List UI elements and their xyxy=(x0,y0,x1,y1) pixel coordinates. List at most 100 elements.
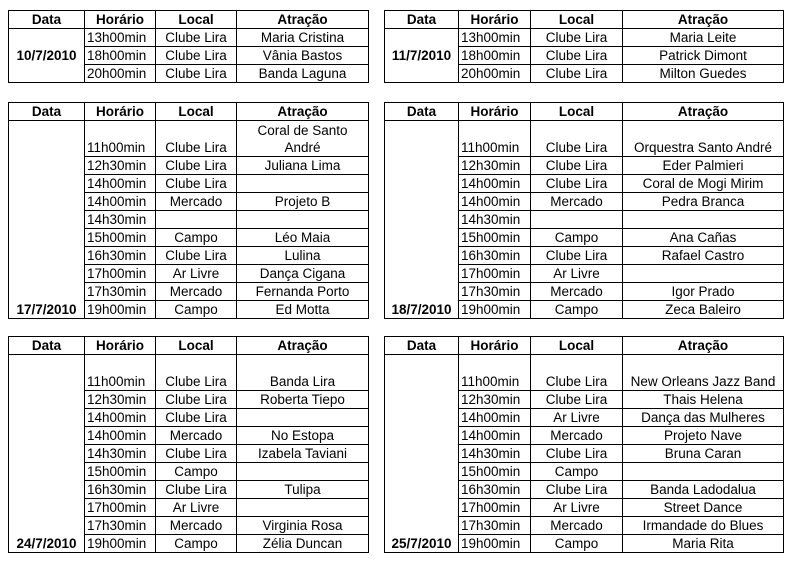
time-cell: 17h00min xyxy=(84,264,156,283)
header-time: Horário xyxy=(84,336,156,355)
attraction-cell: Banda Ladodalua xyxy=(622,480,784,499)
place-cell: Mercado xyxy=(530,282,623,301)
attraction-cell: Maria Rita xyxy=(622,534,784,553)
time-cell: 14h00min xyxy=(458,192,531,211)
time-cell: 15h00min xyxy=(458,228,531,247)
header-attraction: Atração xyxy=(622,336,784,355)
attraction-cell: Virginia Rosa xyxy=(236,516,369,535)
attraction-cell: Pedra Branca xyxy=(622,192,784,211)
time-cell: 15h00min xyxy=(84,228,156,247)
header-row: Data Horário Local Atração xyxy=(384,336,784,355)
date-cell: 17/7/2010 xyxy=(8,120,85,319)
time-cell: 16h30min xyxy=(84,480,156,499)
attraction-cell: No Estopa xyxy=(236,426,369,445)
table-row: 19h00min Campo Zeca Baleiro xyxy=(385,300,784,319)
header-place: Local xyxy=(155,10,237,29)
attraction-cell: Projeto Nave xyxy=(622,426,784,445)
attraction-cell: Milton Guedes xyxy=(622,64,784,83)
time-cell: 15h00min xyxy=(458,462,531,481)
time-cell: 13h00min xyxy=(458,28,531,47)
time-cell: 20h00min xyxy=(458,64,531,83)
time-cell: 14h00min xyxy=(84,192,156,211)
time-cell: 16h30min xyxy=(458,480,531,499)
table-row: 15h00min Campo xyxy=(9,462,369,481)
place-cell: Clube Lira xyxy=(155,480,237,499)
table-row: 18/7/2010 11h00min Clube Lira Orquestra S… xyxy=(384,120,784,319)
attraction-cell: Rafael Castro xyxy=(622,246,784,265)
header-attraction: Atração xyxy=(622,102,784,121)
header-time: Horário xyxy=(84,10,156,29)
place-cell: Clube Lira xyxy=(155,444,237,463)
attraction-cell: New Orleans Jazz Band xyxy=(622,354,784,391)
place-cell: Mercado xyxy=(155,516,237,535)
place-cell: Clube Lira xyxy=(530,28,623,47)
time-cell: 14h30min xyxy=(84,444,156,463)
header-attraction: Atração xyxy=(622,10,784,29)
table-row: 25/7/2010 11h00min Clube Lira New Orleans… xyxy=(384,354,784,553)
time-cell: 17h00min xyxy=(458,264,531,283)
time-cell: 15h00min xyxy=(84,462,156,481)
date-cell: 11/7/2010 xyxy=(384,28,459,83)
time-cell: 19h00min xyxy=(84,534,156,553)
table-row: 17h30min Mercado Virginia Rosa xyxy=(9,516,369,535)
place-cell: Mercado xyxy=(530,516,623,535)
place-cell: Campo xyxy=(155,534,237,553)
table-row: 17h00min Ar Livre Dança Cigana xyxy=(9,264,369,283)
table-row: 19h00min Campo Maria Rita xyxy=(385,534,784,553)
table-row: 14h00min Clube Lira xyxy=(9,408,369,427)
attraction-cell: Patrick Dimont xyxy=(622,46,784,65)
date-cell: 18/7/2010 xyxy=(384,120,459,319)
header-place: Local xyxy=(530,102,623,121)
table-row: 17h00min Ar Livre xyxy=(9,498,369,517)
attraction-cell: Coral de Santo André xyxy=(236,120,369,157)
table-row: 19h00min Campo Zélia Duncan xyxy=(9,534,369,553)
time-cell: 12h30min xyxy=(458,390,531,409)
time-cell: 14h00min xyxy=(458,408,531,427)
time-cell: 17h30min xyxy=(458,516,531,535)
header-attraction: Atração xyxy=(236,336,369,355)
date-cell: 10/7/2010 xyxy=(8,28,85,83)
attraction-cell: Zélia Duncan xyxy=(236,534,369,553)
attraction-cell xyxy=(236,462,369,481)
place-cell: Ar Livre xyxy=(530,408,623,427)
schedule-table-18-7-2010: Data Horário Local Atração 18/7/2010 11h00… xyxy=(384,102,784,319)
attraction-cell: Banda Lira xyxy=(236,354,369,391)
attraction-cell: Coral de Mogi Mirim xyxy=(622,174,784,193)
place-cell: Campo xyxy=(530,462,623,481)
time-cell: 18h00min xyxy=(458,46,531,65)
table-row: 12h30min Clube Lira Roberta Tiepo xyxy=(9,390,369,409)
place-cell: Campo xyxy=(530,228,623,247)
attraction-cell: Banda Laguna xyxy=(236,64,369,83)
attraction-cell: Fernanda Porto xyxy=(236,282,369,301)
time-cell: 12h30min xyxy=(458,156,531,175)
place-cell: Clube Lira xyxy=(530,120,623,157)
place-cell: Clube Lira xyxy=(530,246,623,265)
time-cell: 17h00min xyxy=(84,498,156,517)
time-cell: 11h00min xyxy=(458,120,531,157)
time-cell: 14h30min xyxy=(458,210,531,229)
place-cell: Campo xyxy=(530,534,623,553)
schedule-table-24-7-2010: Data Horário Local Atração 24/7/2010 11h00… xyxy=(8,336,369,553)
time-cell: 14h30min xyxy=(458,444,531,463)
header-date: Data xyxy=(8,10,85,29)
table-row: 12h30min Clube Lira Eder Palmieri xyxy=(385,156,784,175)
place-cell: Clube Lira xyxy=(155,354,237,391)
place-cell: Clube Lira xyxy=(530,444,623,463)
header-row: Data Horário Local Atração xyxy=(8,102,369,121)
place-cell: Clube Lira xyxy=(530,354,623,391)
time-cell: 13h00min xyxy=(84,28,156,47)
schedule-table-17-7-2010: Data Horário Local Atração 17/7/2010 11h00… xyxy=(8,102,369,319)
schedule-table-25-7-2010: Data Horário Local Atração 25/7/2010 11h00… xyxy=(384,336,784,553)
table-row: 12h30min Clube Lira Juliana Lima xyxy=(9,156,369,175)
attraction-cell: Dança Cigana xyxy=(236,264,369,283)
table-row: 16h30min Clube Lira Tulipa xyxy=(9,480,369,499)
attraction-cell: Irmandade do Blues xyxy=(622,516,784,535)
attraction-cell: Juliana Lima xyxy=(236,156,369,175)
place-cell: Clube Lira xyxy=(530,46,623,65)
time-cell: 12h30min xyxy=(84,156,156,175)
place-cell: Mercado xyxy=(155,282,237,301)
attraction-cell: Maria Cristina xyxy=(236,28,369,47)
place-cell: Mercado xyxy=(530,192,623,211)
attraction-cell: Ed Motta xyxy=(236,300,369,319)
time-cell: 14h00min xyxy=(84,174,156,193)
